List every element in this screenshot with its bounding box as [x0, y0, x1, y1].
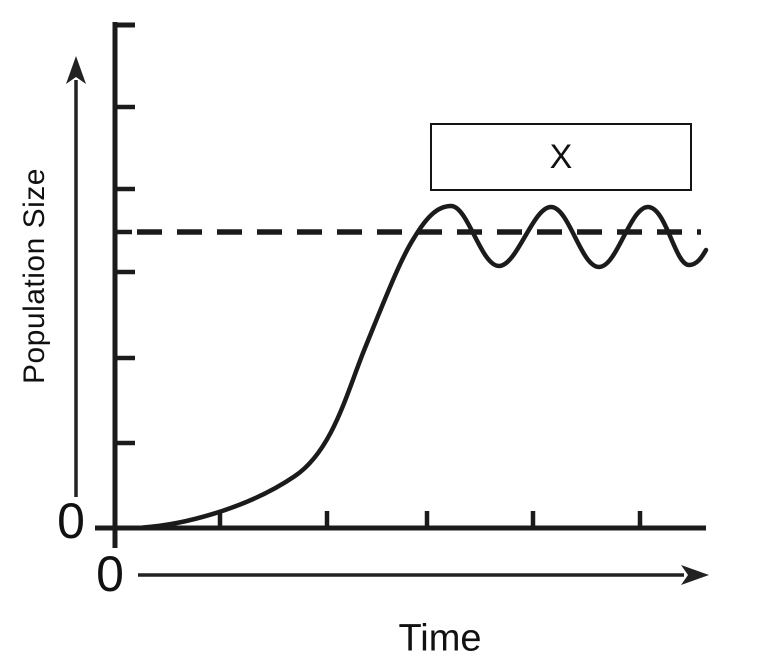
population-curve — [140, 203, 709, 530]
y-axis-label: Population Size — [18, 168, 51, 384]
x-direction-arrow-head-icon — [681, 565, 709, 585]
x-axis-label: Time — [398, 617, 482, 660]
carrying-capacity-annotation-label: X — [549, 137, 573, 176]
carrying-capacity-annotation-box: X — [430, 123, 692, 191]
y-axis — [112, 22, 135, 548]
x-axis-origin-label: 0 — [96, 546, 124, 602]
y-direction-arrow-head-icon — [66, 56, 86, 84]
y-axis-ticks — [115, 104, 135, 446]
x-axis-ticks — [217, 511, 643, 528]
y-axis-origin-label: 0 — [57, 493, 85, 549]
